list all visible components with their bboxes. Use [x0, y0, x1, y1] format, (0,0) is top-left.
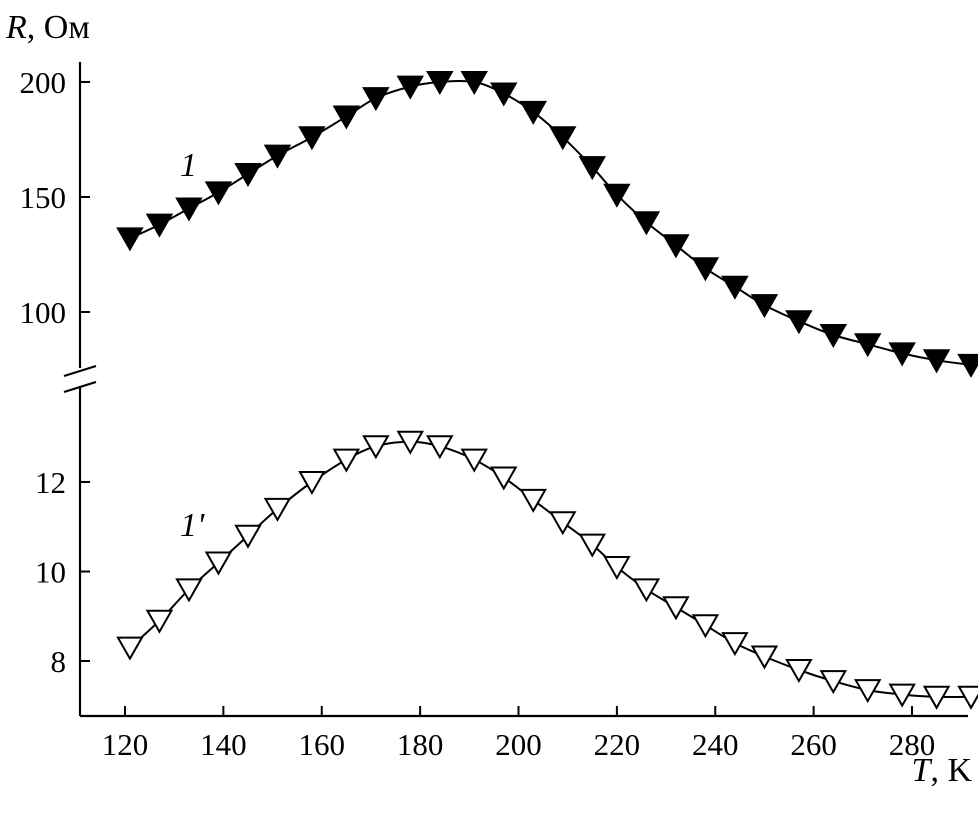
y-tick-label: 100 — [20, 295, 67, 330]
axis-break-mark — [63, 364, 97, 394]
open-triangle-marker — [362, 435, 390, 460]
open-triangle-marker — [234, 524, 262, 549]
y-tick-label: 10 — [35, 555, 66, 590]
filled-triangle-marker — [578, 156, 607, 181]
filled-triangle-marker — [957, 353, 978, 378]
open-triangle-marker — [490, 466, 518, 491]
x-tick-label: 160 — [299, 727, 346, 762]
x-tick-label: 220 — [594, 727, 641, 762]
open-triangle-marker — [145, 609, 174, 634]
filled-triangle-marker — [460, 71, 488, 96]
x-tick-label: 120 — [102, 727, 149, 762]
open-triangle-marker — [549, 511, 577, 536]
x-tick-label: 260 — [790, 727, 837, 762]
filled-triangle-marker — [490, 82, 518, 107]
filled-triangle-marker — [603, 183, 631, 208]
open-triangle-marker — [785, 658, 813, 683]
filled-triangle-marker — [819, 324, 848, 349]
ticks: 120 140 160 180 200 220 240 260 280 100 150 200 8 10 1… — [20, 65, 936, 762]
axes — [63, 62, 968, 718]
markers — [116, 71, 978, 710]
filled-triangle-marker — [691, 257, 720, 282]
open-triangle-marker — [819, 670, 848, 695]
filled-triangle-marker — [234, 163, 262, 188]
open-triangle-marker — [396, 430, 425, 455]
filled-triangle-marker — [662, 234, 690, 259]
open-triangle-marker — [426, 435, 454, 460]
open-triangle-marker — [263, 497, 292, 522]
y-tick-label: 150 — [20, 180, 67, 215]
open-triangle-marker — [957, 685, 978, 710]
filled-triangle-marker — [116, 227, 144, 252]
filled-triangle-marker — [854, 333, 882, 358]
filled-triangle-marker — [332, 105, 361, 130]
y-axis-title: R, Ом — [5, 9, 90, 46]
x-tick-label: 140 — [200, 727, 247, 762]
open-triangle-marker — [750, 645, 779, 670]
open-triangle-marker — [922, 685, 951, 710]
series-line-2 — [129, 440, 972, 698]
y-tick-label: 8 — [51, 644, 67, 679]
open-triangle-marker — [888, 683, 916, 708]
open-triangle-marker — [298, 471, 326, 496]
open-triangle-marker — [204, 551, 233, 576]
filled-triangle-marker — [298, 126, 326, 151]
x-tick-label: 240 — [692, 727, 739, 762]
filled-triangle-marker — [396, 75, 425, 100]
filled-triangle-marker — [785, 310, 813, 335]
filled-triangle-marker — [888, 342, 916, 367]
y-tick-label: 200 — [20, 65, 67, 100]
filled-triangle-marker — [519, 100, 547, 125]
open-triangle-marker — [116, 636, 144, 661]
filled-triangle-marker — [175, 197, 203, 222]
filled-triangle-marker — [922, 349, 951, 374]
filled-triangle-marker — [549, 126, 577, 151]
curves — [129, 79, 972, 698]
filled-triangle-marker — [204, 181, 233, 206]
open-triangle-marker — [332, 448, 361, 473]
filled-triangle-marker — [721, 275, 749, 300]
open-triangle-marker — [632, 578, 661, 603]
open-triangle-marker — [662, 596, 690, 621]
x-tick-label: 280 — [889, 727, 936, 762]
series-label-1: 1 — [180, 147, 197, 184]
open-triangle-marker — [603, 556, 631, 581]
filled-triangle-marker — [750, 294, 779, 319]
series-label-1-prime: 1' — [180, 507, 205, 544]
filled-triangle-marker — [263, 144, 292, 169]
open-triangle-marker — [578, 533, 607, 558]
y-tick-label: 12 — [35, 465, 66, 500]
x-tick-label: 200 — [495, 727, 542, 762]
filled-triangle-marker — [145, 213, 174, 238]
x-tick-label: 180 — [397, 727, 444, 762]
filled-triangle-marker — [632, 211, 661, 236]
open-triangle-marker — [691, 614, 720, 639]
series-line-1 — [129, 79, 972, 366]
open-triangle-marker — [854, 679, 882, 704]
open-triangle-marker — [175, 578, 203, 603]
open-triangle-marker — [721, 632, 749, 657]
x-axis-title: T, K — [912, 752, 973, 789]
filled-triangle-marker — [362, 87, 390, 112]
open-triangle-marker — [519, 488, 547, 513]
filled-triangle-marker — [426, 71, 454, 96]
open-triangle-marker — [460, 448, 488, 473]
